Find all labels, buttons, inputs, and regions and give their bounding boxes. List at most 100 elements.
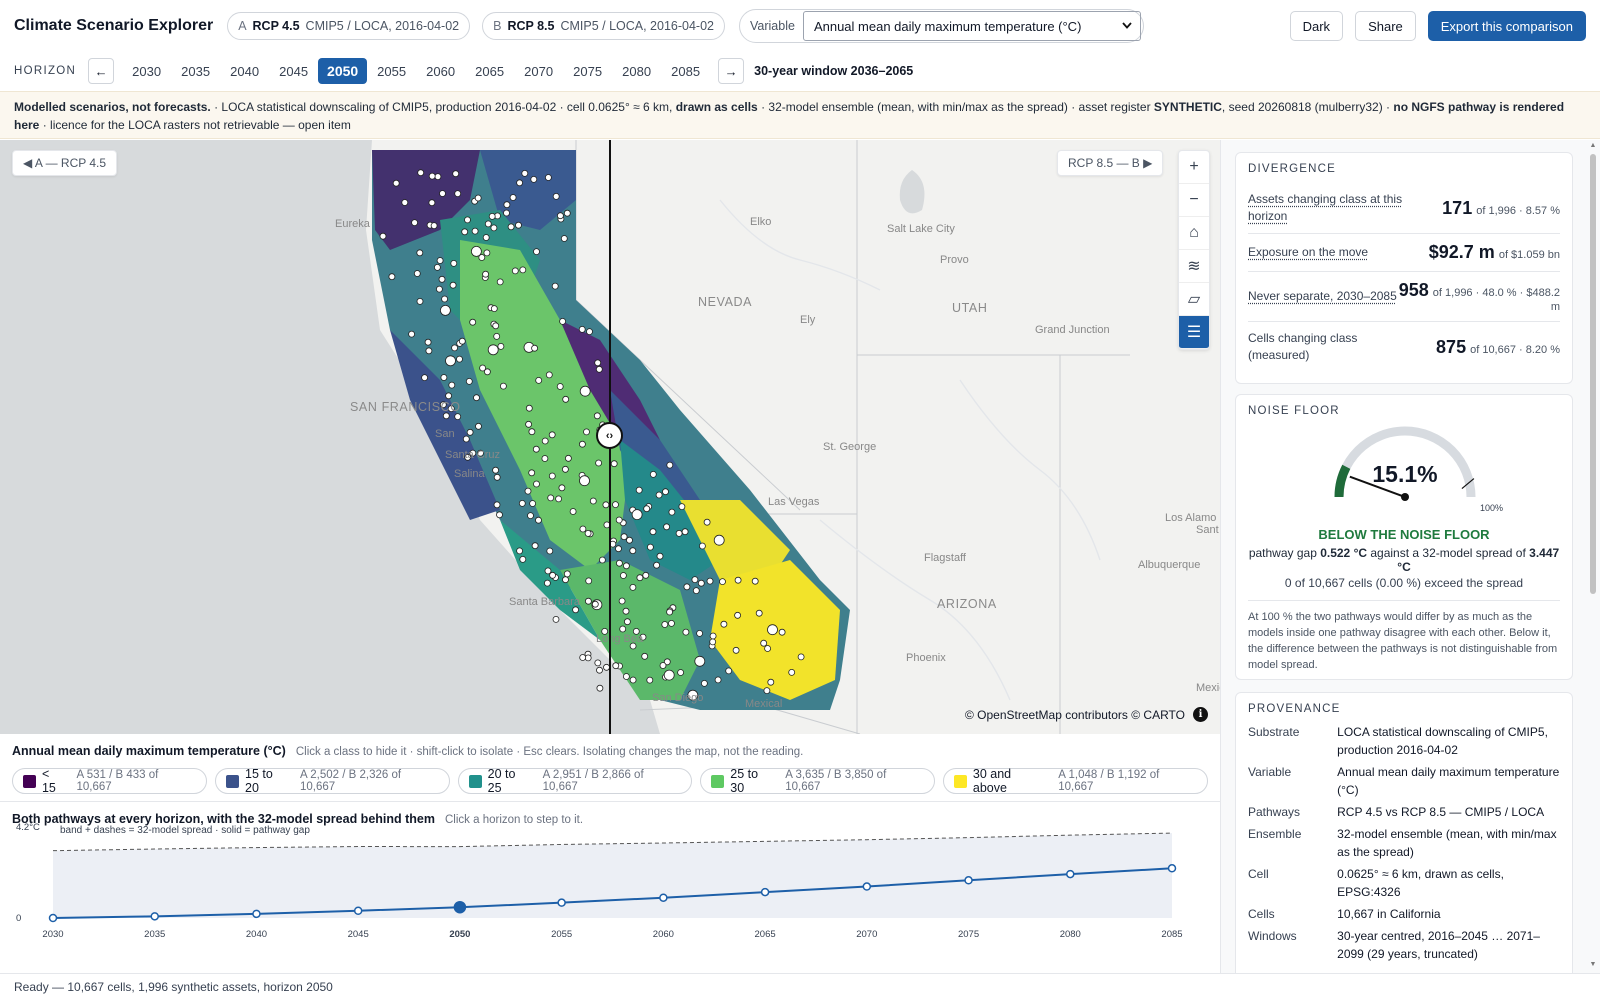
asset-point xyxy=(629,547,637,555)
divergence-label[interactable]: Assets changing class at this horizon xyxy=(1248,192,1403,223)
zoom-in-button[interactable]: + xyxy=(1179,151,1209,184)
legend-class-1[interactable]: 15 to 20 A 2,502 / B 2,326 of 10,667 xyxy=(215,767,450,795)
horizon-year-2075[interactable]: 2075 xyxy=(573,63,603,79)
split-handle-icon[interactable]: ‹› xyxy=(596,422,623,449)
scroll-thumb[interactable] xyxy=(1590,154,1596,594)
asset-point xyxy=(639,633,647,641)
home-icon[interactable]: ⌂ xyxy=(1179,217,1209,250)
asset-point xyxy=(509,194,517,201)
asset-point xyxy=(449,281,457,289)
x-tick-label: 2075 xyxy=(958,929,979,940)
horizon-year-2045[interactable]: 2045 xyxy=(279,63,309,79)
pathway-a-detail: CMIP5 / LOCA, 2016-04-02 xyxy=(305,19,460,33)
export-button[interactable]: Export this comparison xyxy=(1427,11,1586,41)
asset-point xyxy=(503,209,510,217)
asset-point xyxy=(751,577,759,585)
provenance-key: Variable xyxy=(1248,765,1292,779)
timeline-svg[interactable]: 2030 2035 2040 2045 2050 2055 2060 2065 2070 2075… xyxy=(0,803,1220,973)
horizon-year-2050[interactable]: 2050 xyxy=(318,58,368,84)
asset-point xyxy=(788,669,796,676)
asset-point xyxy=(503,201,511,209)
asset-point xyxy=(713,534,725,546)
asset-point xyxy=(519,266,527,274)
side-a-label[interactable]: ◀ A — RCP 4.5 xyxy=(12,150,118,176)
legend-class-0[interactable]: < 15 A 531 / B 433 of 10,667 xyxy=(12,767,208,795)
divergence-label[interactable]: Exposure on the move xyxy=(1248,245,1369,259)
zoom-out-button[interactable]: − xyxy=(1179,184,1209,217)
list-icon[interactable]: ☰ xyxy=(1179,316,1209,349)
horizon-next-button[interactable]: → xyxy=(718,58,745,84)
pathway-a-chip[interactable]: A RCP 4.5 CMIP5 / LOCA, 2016-04-02 xyxy=(227,12,471,40)
asset-point xyxy=(493,501,501,509)
side-b-label[interactable]: RCP 8.5 — B ▶ xyxy=(1057,150,1164,176)
dark-mode-button[interactable]: Dark xyxy=(1289,11,1344,41)
timeline-hint: Click a horizon to step to it. xyxy=(445,814,584,826)
asset-point xyxy=(507,223,515,231)
horizon-year-2085[interactable]: 2085 xyxy=(671,63,701,79)
scroll-down-icon[interactable]: ▼ xyxy=(1589,961,1597,968)
legend-class-4[interactable]: 30 and above A 1,048 / B 1,192 of 10,667 xyxy=(942,767,1208,795)
divergence-value: $92.7 m of $1.059 bn xyxy=(1429,242,1560,263)
divergence-big: 958 xyxy=(1398,280,1429,300)
divergence-label[interactable]: Never separate, 2030–2085 xyxy=(1248,289,1397,303)
pathway-b-chip[interactable]: B RCP 8.5 CMIP5 / LOCA, 2016-04-02 xyxy=(482,12,725,40)
asset-point xyxy=(493,473,501,481)
spread-band xyxy=(53,833,1172,918)
variable-select[interactable]: Annual mean daily maximum temperature (°… xyxy=(802,11,1141,41)
provenance-row: Windows 30-year centred, 2016–2045 … 2071… xyxy=(1248,927,1560,963)
horizon-year-2040[interactable]: 2040 xyxy=(230,63,260,79)
asset-point xyxy=(483,368,491,376)
asset-point xyxy=(531,344,538,352)
horizon-year-2035[interactable]: 2035 xyxy=(181,63,211,79)
disclaimer-lead: Modelled scenarios, not forecasts. xyxy=(14,100,211,114)
horizon-year-2055[interactable]: 2055 xyxy=(377,63,407,79)
asset-point xyxy=(533,480,540,488)
layers-icon[interactable]: ≋ xyxy=(1179,250,1209,283)
horizon-window: 30-year window 2036–2065 xyxy=(754,64,914,78)
asset-point xyxy=(601,627,609,635)
gap-point xyxy=(453,900,467,914)
pathway-a-name: RCP 4.5 xyxy=(252,19,300,33)
asset-point xyxy=(488,213,496,220)
asset-point xyxy=(511,267,519,275)
asset-point xyxy=(649,528,657,536)
noise-floor-title: NOISE FLOOR xyxy=(1248,405,1340,417)
asset-point xyxy=(709,632,717,640)
asset-point xyxy=(719,578,726,586)
noise-gap-line: pathway gap 0.522 °C against a 32-model … xyxy=(1248,546,1560,574)
asset-point xyxy=(663,658,671,666)
scroll-up-icon[interactable]: ▲ xyxy=(1589,142,1597,149)
legend-class-2[interactable]: 20 to 25 A 2,951 / B 2,866 of 10,667 xyxy=(457,767,693,795)
asset-point xyxy=(515,221,522,229)
asset-point xyxy=(518,499,526,507)
provenance-key: Pathways xyxy=(1248,805,1301,819)
share-button[interactable]: Share xyxy=(1355,11,1416,41)
side-scrollbar[interactable]: ▲ ▼ xyxy=(1588,140,1598,973)
x-tick-label: 2065 xyxy=(755,929,776,940)
asset-point xyxy=(479,364,487,372)
legend-class-3[interactable]: 25 to 30 A 3,635 / B 3,850 of 10,667 xyxy=(700,767,935,795)
asset-point xyxy=(734,611,741,619)
gap-point xyxy=(760,887,770,897)
asset-point xyxy=(696,629,703,637)
asset-point xyxy=(755,609,763,617)
horizon-year-2070[interactable]: 2070 xyxy=(524,63,554,79)
info-icon[interactable]: i xyxy=(1193,707,1208,722)
asset-point xyxy=(562,576,569,584)
legend-title: Annual mean daily maximum temperature (°… xyxy=(12,744,286,758)
horizon-prev-button[interactable]: ← xyxy=(88,58,115,84)
basemap-icon[interactable]: ▱ xyxy=(1179,283,1209,316)
asset-point xyxy=(760,639,768,647)
map-view[interactable]: Eureka Elko Salt Lake City Provo Ely Gra… xyxy=(0,140,1220,734)
horizon-year-2080[interactable]: 2080 xyxy=(622,63,652,79)
noise-gauge: 15.1% 100% xyxy=(1248,425,1562,525)
asset-point xyxy=(703,518,711,526)
asset-point xyxy=(692,587,700,595)
horizon-year-2060[interactable]: 2060 xyxy=(426,63,456,79)
asset-point xyxy=(469,449,477,457)
asset-point xyxy=(659,662,667,669)
horizon-year-2065[interactable]: 2065 xyxy=(475,63,505,79)
horizon-year-2030[interactable]: 2030 xyxy=(132,63,162,79)
provenance-title: PROVENANCE xyxy=(1248,703,1341,715)
provenance-row: Substrate LOCA statistical downscaling of… xyxy=(1248,723,1560,759)
